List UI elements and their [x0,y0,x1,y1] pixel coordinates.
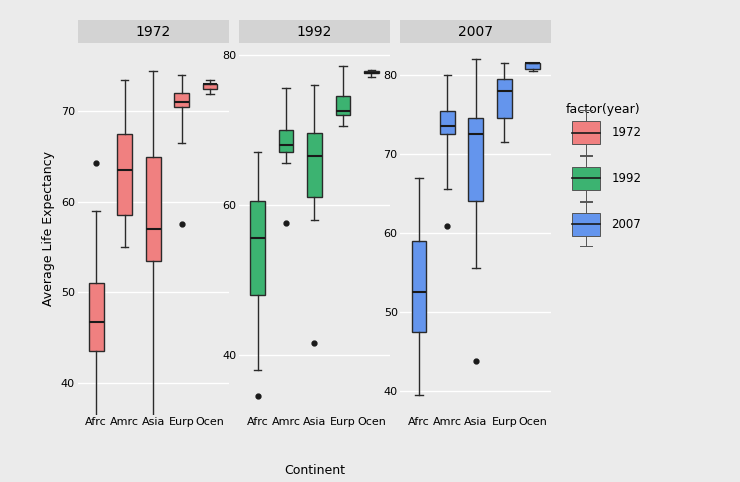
Y-axis label: Average Life Expectancy: Average Life Expectancy [42,151,56,307]
Text: Continent: Continent [284,464,345,477]
PathPatch shape [89,283,104,351]
PathPatch shape [279,130,294,152]
Text: 1972: 1972 [135,25,171,39]
PathPatch shape [411,241,426,332]
PathPatch shape [497,79,512,119]
PathPatch shape [146,157,161,261]
Text: 1992: 1992 [611,172,642,185]
Text: 1972: 1972 [611,126,642,139]
PathPatch shape [335,96,350,115]
PathPatch shape [364,71,379,73]
Text: 2007: 2007 [458,25,494,39]
PathPatch shape [203,84,218,89]
Text: 1992: 1992 [297,25,332,39]
Text: 2007: 2007 [611,218,641,230]
Text: factor(year): factor(year) [566,103,641,116]
PathPatch shape [307,134,322,197]
PathPatch shape [174,93,189,107]
PathPatch shape [468,119,483,201]
PathPatch shape [440,110,455,134]
PathPatch shape [117,134,132,215]
PathPatch shape [250,201,265,295]
PathPatch shape [525,63,540,68]
